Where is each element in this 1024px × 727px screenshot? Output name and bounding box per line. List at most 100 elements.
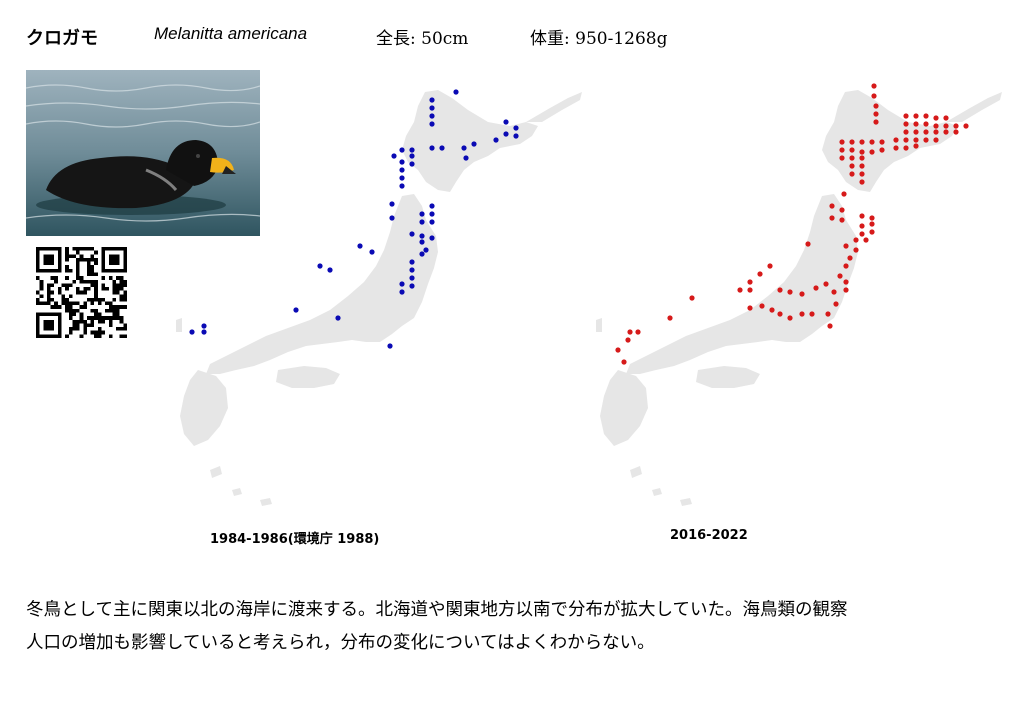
observation-dot: [863, 237, 869, 243]
observation-dot: [189, 329, 195, 335]
land-region: [206, 194, 438, 374]
observation-dot: [429, 235, 435, 241]
observation-dot: [399, 167, 405, 173]
land-region: [652, 488, 662, 496]
observation-dot: [429, 105, 435, 111]
observation-dot: [841, 191, 847, 197]
observation-dot: [839, 155, 845, 161]
observation-dot: [903, 121, 909, 127]
observation-dot: [923, 121, 929, 127]
observation-dot: [439, 145, 445, 151]
observation-dot: [963, 123, 969, 129]
observation-dot: [923, 113, 929, 119]
observation-dot: [859, 213, 865, 219]
observation-dot: [667, 315, 673, 321]
observation-dot: [419, 219, 425, 225]
observation-dot: [399, 183, 405, 189]
body-weight: 体重: 950-1268g: [530, 29, 668, 49]
observation-dot: [759, 303, 765, 309]
species-description: 冬鳥として主に関東以北の海岸に渡来する。北海道や関東地方以南で分布が拡大していた…: [26, 594, 1006, 660]
observation-dot: [903, 145, 909, 151]
observation-dot: [853, 237, 859, 243]
observation-dot: [839, 217, 845, 223]
land-region: [526, 92, 582, 122]
observation-dot: [429, 203, 435, 209]
observation-dot: [859, 231, 865, 237]
observation-dot: [869, 149, 875, 155]
land-region: [180, 370, 228, 446]
land-region: [232, 488, 242, 496]
observation-dot: [943, 129, 949, 135]
observation-dot: [893, 137, 899, 143]
observation-dot: [829, 203, 835, 209]
observation-dot: [201, 329, 207, 335]
observation-dot: [869, 139, 875, 145]
body-length: 全長: 50cm: [376, 29, 469, 49]
observation-dot: [859, 139, 865, 145]
observation-dot: [399, 281, 405, 287]
observation-dot: [913, 143, 919, 149]
observation-dot: [399, 159, 405, 165]
observation-dot: [843, 263, 849, 269]
qr-code-icon[interactable]: [36, 247, 127, 338]
observation-dot: [849, 139, 855, 145]
observation-dot: [409, 147, 415, 153]
observation-dot: [423, 247, 429, 253]
observation-dot: [953, 123, 959, 129]
observation-dot: [399, 289, 405, 295]
observation-dot: [825, 311, 831, 317]
observation-dot: [419, 233, 425, 239]
land-region: [210, 466, 222, 478]
land-outline: [596, 90, 1002, 506]
observation-dot: [943, 123, 949, 129]
observation-dot: [429, 219, 435, 225]
observation-dot: [327, 267, 333, 273]
map-caption-left: 1984-1986(環境庁 1988): [210, 532, 380, 547]
observation-dot: [689, 295, 695, 301]
observation-dot: [833, 301, 839, 307]
observation-dot: [849, 163, 855, 169]
observation-dot: [903, 137, 909, 143]
qr-code-graphic: [36, 247, 127, 338]
observation-dot: [799, 311, 805, 317]
observation-dot: [853, 247, 859, 253]
observation-dot: [409, 275, 415, 281]
observation-dot: [409, 153, 415, 159]
observation-dot: [893, 145, 899, 151]
observation-dot: [829, 215, 835, 221]
observation-dot: [859, 155, 865, 161]
observation-dot: [503, 119, 509, 125]
map-2016-2022: [590, 70, 1010, 510]
observation-dot: [627, 329, 633, 335]
observation-dot: [831, 289, 837, 295]
observation-dot: [913, 129, 919, 135]
observation-dot: [777, 287, 783, 293]
observation-dot: [419, 239, 425, 245]
japan-map-right: [596, 83, 1002, 506]
observation-dot: [429, 145, 435, 151]
land-region: [946, 92, 1002, 122]
observation-dot: [389, 201, 395, 207]
observation-dot: [933, 123, 939, 129]
observation-dot: [471, 141, 477, 147]
land-region: [822, 90, 958, 192]
observation-dot: [847, 255, 853, 261]
observation-dot: [409, 267, 415, 273]
observation-dot: [453, 89, 459, 95]
observation-dot: [933, 129, 939, 135]
observation-dot: [409, 259, 415, 265]
observation-dot: [843, 287, 849, 293]
species-name-scientific: Melanitta americana: [154, 24, 308, 43]
survey-dots-1984: [189, 89, 519, 349]
map-caption-right: 2016-2022: [670, 528, 748, 543]
observation-dot: [747, 287, 753, 293]
land-region: [696, 366, 760, 388]
species-name-japanese: クロガモ: [26, 28, 98, 49]
description-line-2: 人口の増加も影響していると考えられ，分布の変化についてはよくわからない。: [26, 633, 655, 653]
observation-dot: [859, 171, 865, 177]
land-region: [176, 318, 182, 332]
observation-dot: [859, 163, 865, 169]
map-1984-1986: [170, 70, 590, 510]
observation-dot: [419, 211, 425, 217]
observation-dot: [737, 287, 743, 293]
